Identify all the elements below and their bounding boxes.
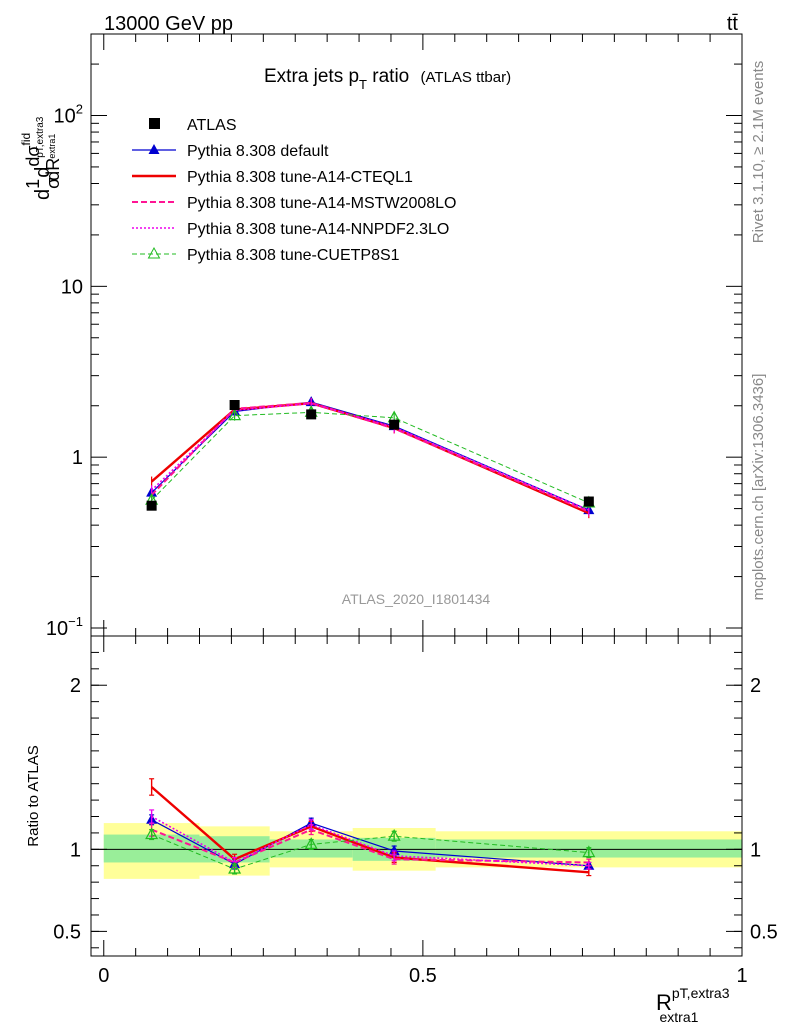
- ylabel-pT: pT,extra3: [35, 116, 46, 158]
- ylabel-dR: dR: [43, 158, 63, 181]
- legend-label: Pythia 8.308 default: [187, 143, 329, 160]
- main-panel: Extra jets pT ratio (ATLAS ttbar) d1σddσ…: [19, 33, 743, 640]
- series-line-3: [151, 402, 590, 511]
- y-axis-label: d1σddσfiddRpT,extra3extra1: [19, 116, 63, 200]
- ratio-marker-4: [582, 845, 596, 858]
- atlas-data-point: [389, 419, 400, 430]
- ylabel-1: 1: [23, 179, 43, 189]
- series-line-2: [150, 401, 590, 513]
- x-tick-label: 0.5: [409, 965, 437, 987]
- main-axes: 102 10 1 10−1: [46, 33, 743, 640]
- xlabel-superscript: pT,extra3: [672, 985, 730, 1001]
- chart-title-subscript: T: [359, 77, 367, 92]
- ratio-marker-0: [388, 844, 400, 855]
- legend-label: ATLAS: [187, 117, 237, 134]
- legend-label: Pythia 8.308 tune-A14-MSTW2008LO: [187, 195, 456, 212]
- ylabel-d2: d: [32, 167, 54, 178]
- x-tick-label: 1: [736, 965, 747, 987]
- ratio-tick-label-right: 1: [750, 839, 761, 861]
- y-tick-label: 1: [72, 447, 83, 469]
- legend-label: Pythia 8.308 tune-CUETP8S1: [187, 247, 400, 264]
- xlabel-main: R: [656, 990, 672, 1015]
- svg-text:d1σddσfiddRpT,extra3extra1: d1σddσfiddRpT,extra3extra1: [19, 116, 63, 200]
- y-tick-label: 102: [54, 102, 83, 128]
- legend: ATLAS Pythia 8.308 default Pythia 8.308 tu…: [132, 117, 456, 264]
- ratio-tick-label-left: 1: [70, 839, 81, 861]
- ratio-tick-label-left: 2: [70, 675, 81, 697]
- ratio-panel: 2 21 10.5 0.50 0.5 1 Ratio to ATLAS: [25, 635, 778, 987]
- y-tick-label: 10: [61, 276, 83, 298]
- ylabel-dsigma: dσ: [23, 146, 43, 167]
- ratio-panel-frame: [90, 635, 743, 957]
- ratio-marker-4: [387, 828, 401, 841]
- ratio-uncertainty-bands: [103, 823, 742, 879]
- chart-title-note: (ATLAS ttbar): [421, 69, 512, 86]
- header-process-label: tt̄: [727, 13, 739, 35]
- ratio-y-axis-label: Ratio to ATLAS: [25, 745, 42, 846]
- legend-label: Pythia 8.308 tune-A14-CTEQL1: [187, 169, 413, 186]
- chart-title-main: Extra jets p: [264, 66, 359, 87]
- mcplots-label: mcplots.cern.ch [arXiv:1306.3436]: [750, 374, 767, 601]
- ratio-tick-label-right: 2: [750, 675, 761, 697]
- ratio-tick-label-left: 0.5: [53, 921, 81, 943]
- chart-title: Extra jets pT ratio (ATLAS ttbar): [264, 66, 511, 92]
- analysis-watermark: ATLAS_2020_I1801434: [342, 591, 491, 607]
- header-collision-label: 13000 GeV pp: [104, 13, 233, 35]
- ratio-marker-4: [304, 837, 318, 850]
- atlas-data-point: [229, 400, 240, 411]
- series-line-0: [151, 401, 590, 511]
- y-tick-label: 10−1: [46, 614, 83, 640]
- ratio-series: [145, 778, 596, 877]
- ratio-marker-4: [228, 861, 242, 874]
- legend-marker-atlas: [149, 118, 160, 129]
- ylabel-d: d: [32, 189, 54, 200]
- ylabel-fid: fid: [19, 133, 33, 146]
- ratio-marker-4: [145, 827, 159, 840]
- legend-marker: [147, 246, 161, 259]
- ratio-tick-label-right: 0.5: [750, 921, 778, 943]
- chart-title-tail: ratio: [367, 66, 409, 87]
- rivet-version-label: Rivet 3.1.10, ≥ 2.1M events: [750, 61, 767, 244]
- legend-marker: [148, 144, 160, 154]
- x-tick-label: 0: [98, 965, 109, 987]
- ylabel-extra1: extra1: [47, 134, 57, 159]
- xlabel-subscript: extra1: [659, 1009, 698, 1024]
- ylabel-sigma: σ: [43, 178, 63, 189]
- atlas-data-point: [583, 496, 594, 507]
- legend-label: Pythia 8.308 tune-A14-NNPDF2.3LO: [187, 221, 449, 238]
- series-marker-4: [228, 408, 242, 421]
- main-series: [145, 396, 596, 519]
- atlas-data-point: [146, 500, 157, 511]
- x-axis-label: RpT,extra3 extra1: [656, 985, 730, 1024]
- ratio-axes: 2 21 10.5 0.50 0.5 1: [53, 636, 778, 987]
- atlas-data-point: [306, 409, 317, 420]
